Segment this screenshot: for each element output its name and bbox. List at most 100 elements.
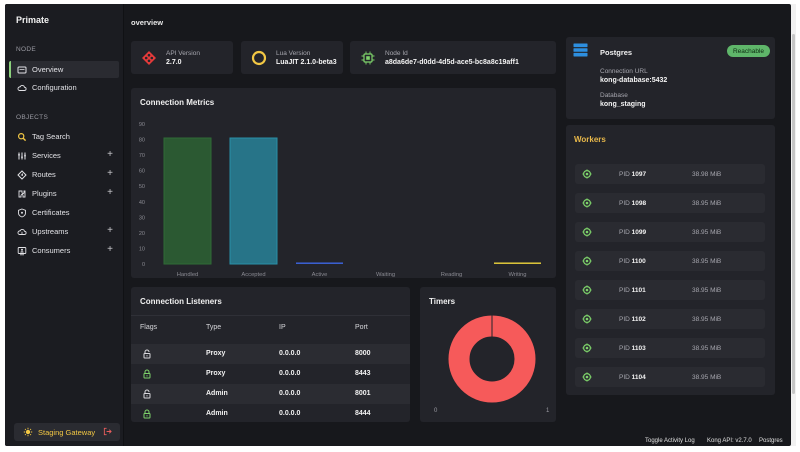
- worker-memory: 38.95 MiB: [692, 374, 722, 381]
- objects-section-label: OBJECTS: [16, 114, 49, 121]
- worker-memory: 38.95 MiB: [692, 345, 722, 352]
- sidebar-item-certificates[interactable]: Certificates: [9, 204, 119, 221]
- worker-icon: [582, 256, 592, 266]
- page-scrollbar-thumb[interactable]: [792, 34, 795, 394]
- worker-pid: PID 1104: [619, 374, 646, 381]
- add-upstream-button[interactable]: +: [107, 225, 113, 236]
- worker-pid-prefix: PID: [619, 258, 630, 265]
- worker-icon: [582, 227, 592, 237]
- unlock-icon: [142, 349, 152, 361]
- timers-card: Timers 0 1: [420, 287, 556, 422]
- consumer-icon: [17, 246, 27, 256]
- bar-writing: [494, 262, 541, 264]
- worker-memory: 38.95 MiB: [692, 200, 722, 207]
- overview-icon: [17, 65, 27, 75]
- app-window: Primate NODE Overview Configuration OBJE…: [5, 4, 791, 446]
- sidebar-item-overview[interactable]: Overview: [9, 61, 119, 78]
- api-version-label: API Version: [166, 49, 200, 57]
- timers-title: Timers: [429, 297, 456, 306]
- sidebar-item-label: Overview: [32, 65, 64, 74]
- chart-title: Connection Metrics: [140, 98, 215, 107]
- worker-pid-value: 1103: [631, 345, 646, 352]
- logout-icon[interactable]: [103, 427, 112, 438]
- timers-chart: [448, 315, 536, 403]
- sidebar-item-configuration[interactable]: Configuration: [9, 79, 119, 96]
- postgres-title: Postgres: [600, 48, 633, 57]
- listener-port: 8001: [355, 390, 371, 397]
- sidebar-item-upstreams[interactable]: Upstreams +: [9, 223, 119, 240]
- listener-port: 8443: [355, 370, 371, 377]
- sidebar-item-plugins[interactable]: Plugins +: [9, 185, 119, 202]
- shield-icon: [17, 208, 27, 218]
- worker-row: PID 1101 38.95 MiB: [575, 280, 765, 300]
- sidebar-item-label: Services: [32, 151, 61, 160]
- table-row: Proxy 0.0.0.0 8000: [131, 344, 410, 364]
- col-port: Port: [355, 324, 368, 331]
- node-id-value: a8da6de7-d0dd-4d5d-ace5-bc8a8c19aff1: [385, 58, 519, 66]
- lock-icon: [142, 369, 152, 381]
- worker-pid: PID 1097: [619, 171, 646, 178]
- y-tick-label: 60: [139, 169, 145, 175]
- add-consumer-button[interactable]: +: [107, 244, 113, 255]
- bar-accepted: [229, 137, 278, 265]
- sidebar-item-routes[interactable]: Routes +: [9, 166, 119, 183]
- listeners-title: Connection Listeners: [140, 297, 222, 306]
- worker-pid: PID 1103: [619, 345, 646, 352]
- sidebar: Primate NODE Overview Configuration OBJE…: [5, 4, 124, 446]
- unlock-icon: [142, 389, 152, 401]
- x-tick-label: Active: [312, 272, 328, 278]
- cloud-icon: [17, 227, 27, 237]
- x-tick-label: Reading: [441, 272, 463, 278]
- listener-port: 8000: [355, 350, 371, 357]
- add-service-button[interactable]: +: [107, 149, 113, 160]
- worker-pid: PID 1101: [619, 287, 646, 294]
- worker-row: PID 1099 38.95 MiB: [575, 222, 765, 242]
- chip-icon: [359, 49, 376, 66]
- y-tick-label: 90: [139, 122, 145, 128]
- sidebar-item-label: Plugins: [32, 189, 57, 198]
- y-tick-label: 10: [139, 246, 145, 252]
- lua-version-label: Lua Version: [276, 49, 311, 57]
- add-route-button[interactable]: +: [107, 168, 113, 179]
- worker-pid-prefix: PID: [619, 345, 630, 352]
- page-scrollbar[interactable]: [791, 4, 796, 446]
- sidebar-item-tag-search[interactable]: Tag Search: [9, 128, 119, 145]
- routes-icon: [17, 169, 27, 180]
- connection-listeners-card: Connection Listeners Flags Type IP Port …: [131, 287, 410, 422]
- col-type: Type: [206, 324, 222, 331]
- postgres-card: Postgres Reachable Connection URL kong-d…: [566, 37, 775, 119]
- cloud-icon: [17, 83, 27, 93]
- listener-ip: 0.0.0.0: [279, 390, 301, 397]
- listener-type: Admin: [206, 390, 228, 397]
- gateway-selector[interactable]: Staging Gateway: [14, 423, 120, 441]
- database-label: Database: [600, 92, 628, 99]
- worker-memory: 38.95 MiB: [692, 229, 722, 236]
- worker-pid: PID 1102: [619, 316, 646, 323]
- connection-url-value: kong-database:5432: [600, 77, 668, 84]
- sidebar-item-label: Consumers: [32, 246, 71, 255]
- add-plugin-button[interactable]: +: [107, 187, 113, 198]
- table-row: Admin 0.0.0.0 8444: [131, 404, 410, 424]
- y-tick-label: 30: [139, 215, 145, 221]
- lua-version-value: LuaJIT 2.1.0-beta3: [276, 58, 337, 66]
- worker-pid-value: 1102: [631, 316, 646, 323]
- footer-db: Postgres: [759, 438, 783, 444]
- lua-version-card: Lua Version LuaJIT 2.1.0-beta3: [241, 41, 343, 74]
- connection-metrics-chart: 0 10 20 30 40 50 60 70 80 90 Handled Accepted Active…: [139, 122, 541, 278]
- worker-icon: [582, 169, 592, 179]
- listener-ip: 0.0.0.0: [279, 350, 301, 357]
- worker-memory: 38.95 MiB: [692, 258, 722, 265]
- col-flags: Flags: [140, 324, 158, 331]
- node-section-label: NODE: [16, 46, 36, 53]
- sidebar-item-services[interactable]: Services +: [9, 147, 119, 164]
- node-id-card: Node Id a8da6de7-d0dd-4d5d-ace5-bc8a8c19…: [350, 41, 556, 74]
- node-id-label: Node Id: [385, 49, 408, 57]
- sidebar-item-label: Certificates: [32, 208, 70, 217]
- sidebar-item-consumers[interactable]: Consumers +: [9, 242, 119, 259]
- worker-pid-prefix: PID: [619, 229, 630, 236]
- toggle-activity-log[interactable]: Toggle Activity Log: [645, 438, 695, 444]
- worker-icon: [582, 314, 592, 324]
- x-tick-label: Handled: [177, 272, 199, 278]
- y-tick-label: 20: [139, 231, 145, 237]
- worker-row: PID 1103 38.95 MiB: [575, 338, 765, 358]
